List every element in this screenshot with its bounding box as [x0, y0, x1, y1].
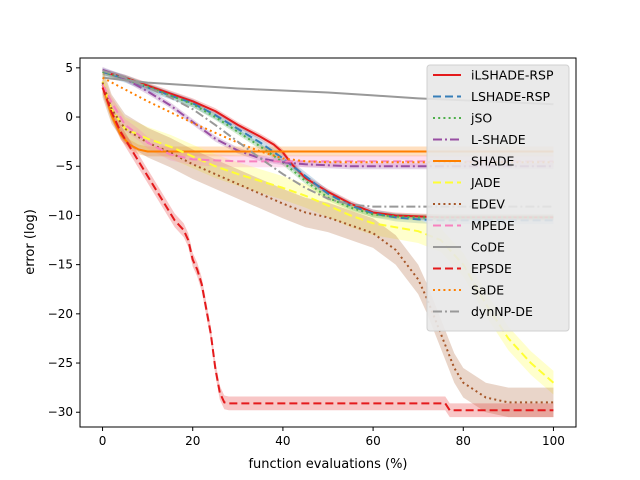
legend-label: dynNP-DE — [471, 304, 533, 319]
series-line-epsde — [101, 87, 554, 412]
y-tick-label: −5 — [55, 159, 73, 173]
y-tick-label: 5 — [65, 61, 73, 75]
series-line-sade — [102, 76, 554, 164]
band-jso — [102, 68, 554, 221]
legend-label: JADE — [470, 175, 501, 190]
band-ilshade-rsp — [102, 68, 554, 221]
legend-label: SaDE — [471, 283, 504, 298]
legend-label: LSHADE-RSP — [471, 89, 551, 104]
legend-box — [426, 64, 570, 332]
y-tick-label: −30 — [48, 405, 73, 419]
y-tick-label: −15 — [48, 258, 73, 272]
y-tick-label: 0 — [65, 110, 73, 124]
y-tick-label: −20 — [48, 307, 73, 321]
series-line-mpede — [101, 84, 554, 163]
x-tick-label: 0 — [99, 434, 107, 448]
legend-label: EPSDE — [471, 261, 512, 276]
x-tick-label: 40 — [275, 434, 290, 448]
legend-label: CoDE — [471, 240, 505, 255]
x-tick-label: 80 — [456, 434, 471, 448]
series-line-l-shade — [102, 68, 554, 168]
x-tick-label: 60 — [365, 434, 380, 448]
x-tick-label: 20 — [185, 434, 200, 448]
y-axis-label: error (log) — [23, 209, 38, 275]
x-axis-label: function evaluations (%) — [248, 457, 407, 472]
legend-label: EDEV — [471, 197, 505, 212]
legend-label: jSO — [470, 111, 492, 126]
legend-label: SHADE — [471, 154, 515, 169]
series-line-edev — [101, 82, 554, 404]
x-tick-label: 100 — [542, 434, 565, 448]
legend-label: iLSHADE-RSP — [471, 68, 554, 83]
y-tick-label: −25 — [48, 356, 73, 370]
axes-frame — [79, 57, 577, 428]
legend: iLSHADE-RSP LSHADE-RSP jSO L-SHADE SHADE JADE… — [426, 64, 570, 332]
legend-label: L-SHADE — [471, 132, 526, 147]
axis-ticks: 0 20 40 60 80 100 5 0 −5 −10 −15 −20 −25 −30 — [48, 61, 565, 448]
y-tick-label: −10 — [48, 208, 73, 222]
series-lines — [101, 68, 555, 412]
series-line-dynnp-de — [102, 69, 554, 208]
legend-label: MPEDE — [471, 218, 515, 233]
